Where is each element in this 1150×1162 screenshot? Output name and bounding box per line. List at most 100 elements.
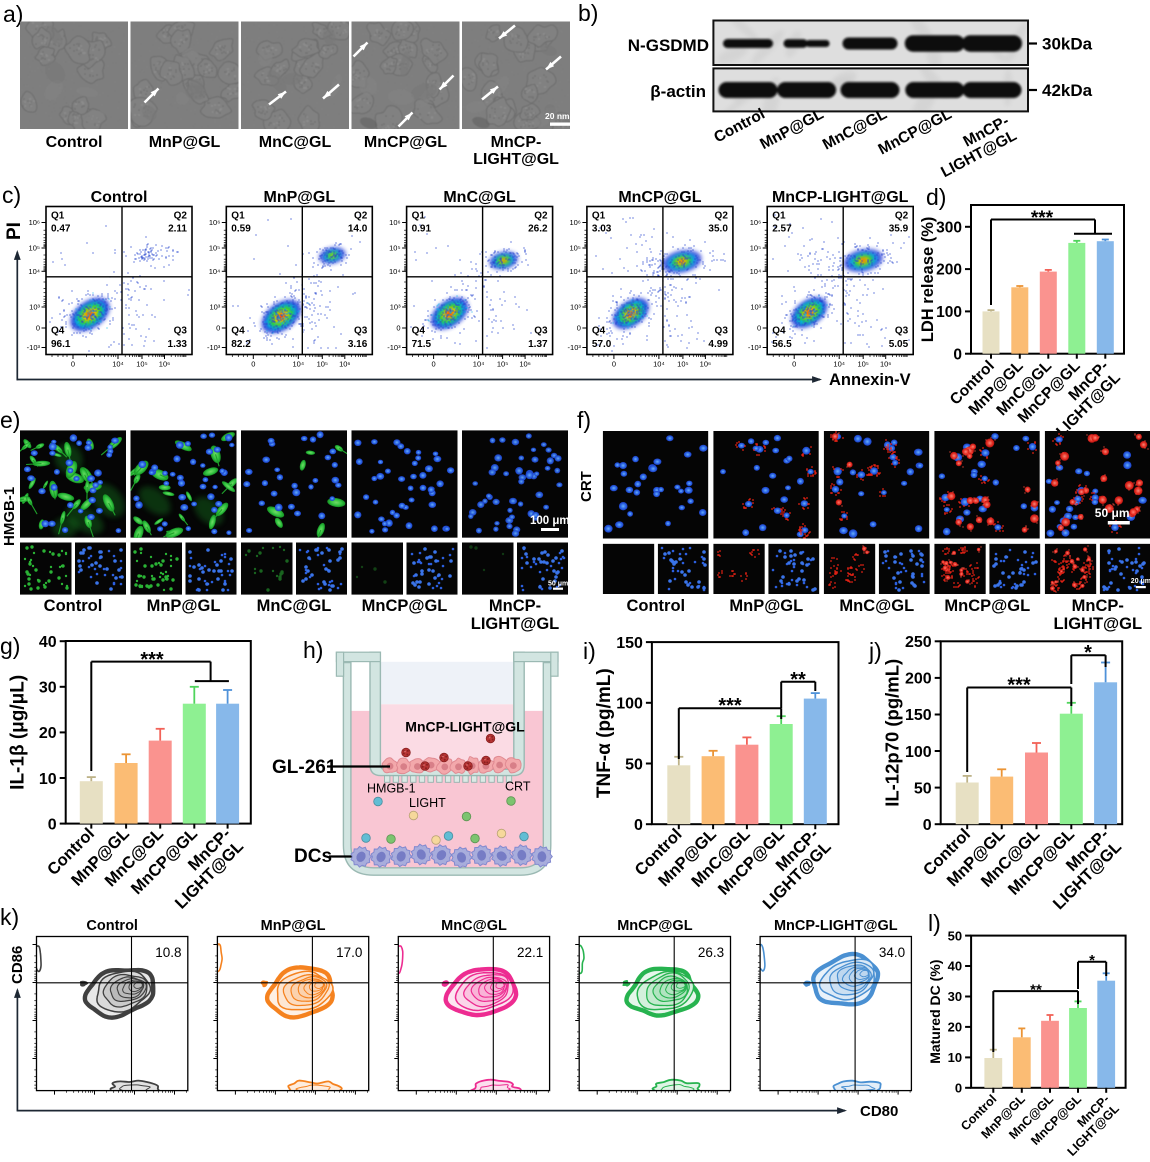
svg-text:l): l) [928,910,941,936]
svg-text:Control: Control [44,597,103,615]
svg-text:MnCP@GL: MnCP@GL [876,106,955,159]
svg-text:MnCP-LIGHT@GL: MnCP-LIGHT@GL [159,825,247,913]
svg-text:Q3: Q3 [534,326,548,337]
svg-text:CRT: CRT [505,780,531,794]
svg-text:30kDa: 30kDa [1042,35,1093,54]
svg-text:10⁶: 10⁶ [700,360,711,369]
svg-text:-10³: -10³ [207,343,221,352]
svg-text:10⁵: 10⁵ [857,360,868,369]
svg-text:10⁶: 10⁶ [880,360,891,369]
svg-text:0: 0 [634,817,643,834]
svg-text:Q4: Q4 [412,326,426,337]
svg-text:3.03: 3.03 [592,224,612,235]
svg-text:30: 30 [948,989,962,1004]
svg-text:30: 30 [39,680,57,697]
svg-text:10⁵: 10⁵ [750,244,761,253]
svg-text:***: *** [140,649,164,671]
svg-text:71.5: 71.5 [412,339,432,350]
svg-text:150: 150 [905,707,932,724]
svg-text:IL-12p70 (pg/mL): IL-12p70 (pg/mL) [882,659,903,807]
svg-text:d): d) [926,184,946,210]
svg-text:14.0: 14.0 [348,224,368,235]
svg-text:N-GSDMD: N-GSDMD [628,36,709,55]
svg-text:Q2: Q2 [354,211,368,222]
svg-text:TNF-α (pg/mL): TNF-α (pg/mL) [594,668,615,798]
svg-text:20: 20 [39,725,57,742]
svg-text:10⁴: 10⁴ [293,360,305,369]
svg-text:MnCP@GL: MnCP@GL [364,134,447,151]
svg-text:MnC@GL: MnC@GL [839,597,914,615]
svg-text:250: 250 [905,634,932,651]
svg-text:50 μm: 50 μm [548,581,568,588]
svg-text:20 μm: 20 μm [1131,578,1150,585]
svg-text:10⁴: 10⁴ [209,267,221,276]
svg-text:0: 0 [577,324,581,333]
svg-text:*: * [1084,642,1092,664]
svg-text:MnP@GL: MnP@GL [261,918,326,934]
svg-text:Q4: Q4 [231,326,245,337]
svg-text:0: 0 [48,816,57,833]
svg-text:MnCP@GL: MnCP@GL [618,189,701,206]
svg-text:10⁵: 10⁵ [136,360,147,369]
svg-text:10⁴: 10⁴ [653,360,665,369]
svg-text:i): i) [583,638,596,664]
svg-text:17.0: 17.0 [336,945,362,960]
svg-text:-10³: -10³ [568,343,582,352]
svg-text:g): g) [0,633,20,659]
svg-text:LIGHT@GL: LIGHT@GL [473,151,559,168]
svg-text:4.99: 4.99 [708,339,728,350]
svg-text:Q1: Q1 [772,211,786,222]
svg-text:0: 0 [396,324,400,333]
svg-text:MnCP-LIGHT@GL: MnCP-LIGHT@GL [747,825,835,913]
svg-text:10⁶: 10⁶ [29,218,40,227]
svg-text:MnCP@GL: MnCP@GL [362,597,448,615]
svg-text:Q1: Q1 [592,211,606,222]
svg-text:82.2: 82.2 [231,339,251,350]
svg-text:5.05: 5.05 [889,339,909,350]
svg-text:MnCP@GL: MnCP@GL [944,597,1030,615]
svg-text:10⁶: 10⁶ [569,218,580,227]
svg-text:MnCP@GL: MnCP@GL [617,918,692,934]
svg-text:35.0: 35.0 [708,224,728,235]
svg-text:MnP@GL: MnP@GL [729,597,803,615]
svg-text:-10³: -10³ [387,343,401,352]
svg-text:e): e) [0,407,20,433]
svg-text:0: 0 [953,346,962,363]
svg-text:10⁴: 10⁴ [473,360,485,369]
svg-text:50 μm: 50 μm [1095,506,1130,520]
svg-text:**: ** [790,669,806,691]
svg-text:LIGHT: LIGHT [409,796,446,810]
svg-text:40: 40 [948,959,962,974]
svg-text:Q1: Q1 [412,211,426,222]
svg-text:200: 200 [905,671,932,688]
svg-text:0: 0 [923,817,932,834]
svg-text:Q3: Q3 [895,326,909,337]
svg-text:100 μm: 100 μm [530,515,570,527]
svg-text:10⁴: 10⁴ [750,267,762,276]
svg-text:0: 0 [71,360,75,369]
svg-text:0: 0 [792,360,796,369]
svg-text:MnP@GL: MnP@GL [147,597,221,615]
svg-text:0: 0 [432,360,436,369]
svg-text:34.0: 34.0 [879,945,905,960]
svg-text:MnC@GL: MnC@GL [259,134,332,151]
svg-text:*: * [1089,952,1095,969]
svg-text:96.1: 96.1 [51,339,71,350]
svg-text:20: 20 [948,1020,962,1035]
svg-text:MnC@GL: MnC@GL [443,189,516,206]
svg-text:CRT: CRT [578,471,595,502]
svg-text:MnCP-: MnCP- [1072,597,1124,615]
svg-text:k): k) [0,904,19,930]
svg-text:0.47: 0.47 [51,224,71,235]
svg-text:10⁵: 10⁵ [317,360,328,369]
svg-text:MnP@GL: MnP@GL [264,189,336,206]
svg-text:MnCP-LIGHT@GL: MnCP-LIGHT@GL [774,918,898,934]
svg-text:10⁶: 10⁶ [339,360,350,369]
svg-text:50: 50 [948,928,962,943]
svg-text:MnCP-: MnCP- [489,597,541,615]
svg-text:Q2: Q2 [534,211,548,222]
svg-text:10⁶: 10⁶ [750,218,761,227]
svg-text:10⁵: 10⁵ [677,360,688,369]
svg-text:**: ** [1030,982,1042,999]
svg-text:MnCP-LIGHT@GL: MnCP-LIGHT@GL [405,719,525,735]
